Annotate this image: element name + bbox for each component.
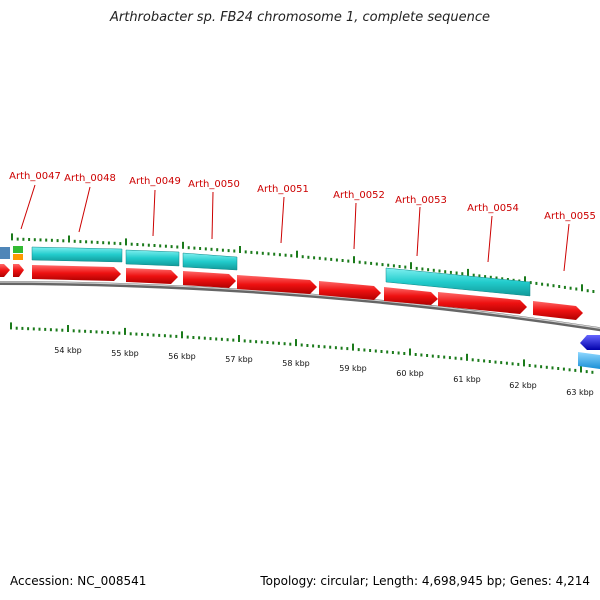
feature-block-green bbox=[13, 246, 23, 253]
gene-arth-0049-reverse[interactable] bbox=[125, 249, 180, 267]
upper-tick-row bbox=[11, 233, 595, 293]
scale-label: 60 kbp bbox=[396, 369, 424, 378]
scale-label: 59 kbp bbox=[339, 364, 367, 373]
gene-label[interactable]: Arth_0054 bbox=[467, 203, 519, 214]
gene-arth-0046-forward[interactable] bbox=[0, 264, 10, 277]
gene-arth-0050-reverse[interactable] bbox=[182, 252, 238, 271]
genome-backbone bbox=[0, 281, 600, 332]
gene-arth-0054-forward[interactable] bbox=[438, 292, 527, 314]
gene-partial-blue[interactable] bbox=[580, 335, 600, 350]
scale-label: 54 kbp bbox=[54, 346, 82, 355]
map-title: Arthrobacter sp. FB24 chromosome 1, comp… bbox=[109, 10, 491, 25]
scale-label: 57 kbp bbox=[225, 355, 253, 364]
summary-text: Topology: circular; Length: 4,698,945 bp… bbox=[260, 574, 590, 588]
gene-label[interactable]: Arth_0050 bbox=[188, 179, 240, 190]
gene-arth-0050-forward[interactable] bbox=[183, 271, 236, 288]
scale-label: 62 kbp bbox=[509, 381, 537, 390]
gene-label[interactable]: Arth_0047 bbox=[9, 171, 61, 182]
gene-label[interactable]: Arth_0053 bbox=[395, 195, 447, 206]
scale-label: 56 kbp bbox=[168, 352, 196, 361]
gene-label[interactable]: Arth_0055 bbox=[544, 211, 596, 222]
label-leaders bbox=[20, 184, 570, 272]
gene-arth-0053-reverse[interactable] bbox=[385, 267, 531, 297]
accession-text: Accession: NC_008541 bbox=[10, 574, 147, 588]
gene-partial-sky[interactable] bbox=[578, 352, 600, 369]
gene-label[interactable]: Arth_0048 bbox=[64, 173, 116, 184]
gene-label-group: Arth_0047 Arth_0048 Arth_0049 Arth_0050 … bbox=[9, 171, 596, 222]
feature-block-steel bbox=[0, 247, 10, 259]
gene-label[interactable]: Arth_0051 bbox=[257, 184, 309, 195]
gene-arth-0049-forward[interactable] bbox=[126, 268, 178, 284]
gene-arth-0051-forward[interactable] bbox=[237, 275, 317, 294]
gene-arth-0053-forward[interactable] bbox=[384, 287, 438, 305]
gene-label[interactable]: Arth_0049 bbox=[129, 176, 181, 187]
scale-label: 63 kbp bbox=[566, 388, 594, 397]
gene-arth-0047-forward[interactable] bbox=[13, 264, 24, 277]
gene-arth-0055-forward[interactable] bbox=[533, 301, 583, 320]
gene-arth-0048-reverse[interactable] bbox=[31, 246, 123, 263]
lower-tick-row bbox=[10, 322, 594, 374]
gene-label[interactable]: Arth_0052 bbox=[333, 190, 385, 201]
scale-label: 61 kbp bbox=[453, 375, 481, 384]
gene-arth-0052-forward[interactable] bbox=[319, 281, 381, 300]
feature-block-orange bbox=[13, 254, 23, 260]
genome-backbone-highlight bbox=[0, 281, 600, 329]
scale-label: 55 kbp bbox=[111, 349, 139, 358]
gene-arth-0048-forward[interactable] bbox=[32, 265, 121, 281]
scale-label-group: 54 kbp 55 kbp 56 kbp 57 kbp 58 kbp 59 kb… bbox=[54, 346, 594, 397]
scale-label: 58 kbp bbox=[282, 359, 310, 368]
